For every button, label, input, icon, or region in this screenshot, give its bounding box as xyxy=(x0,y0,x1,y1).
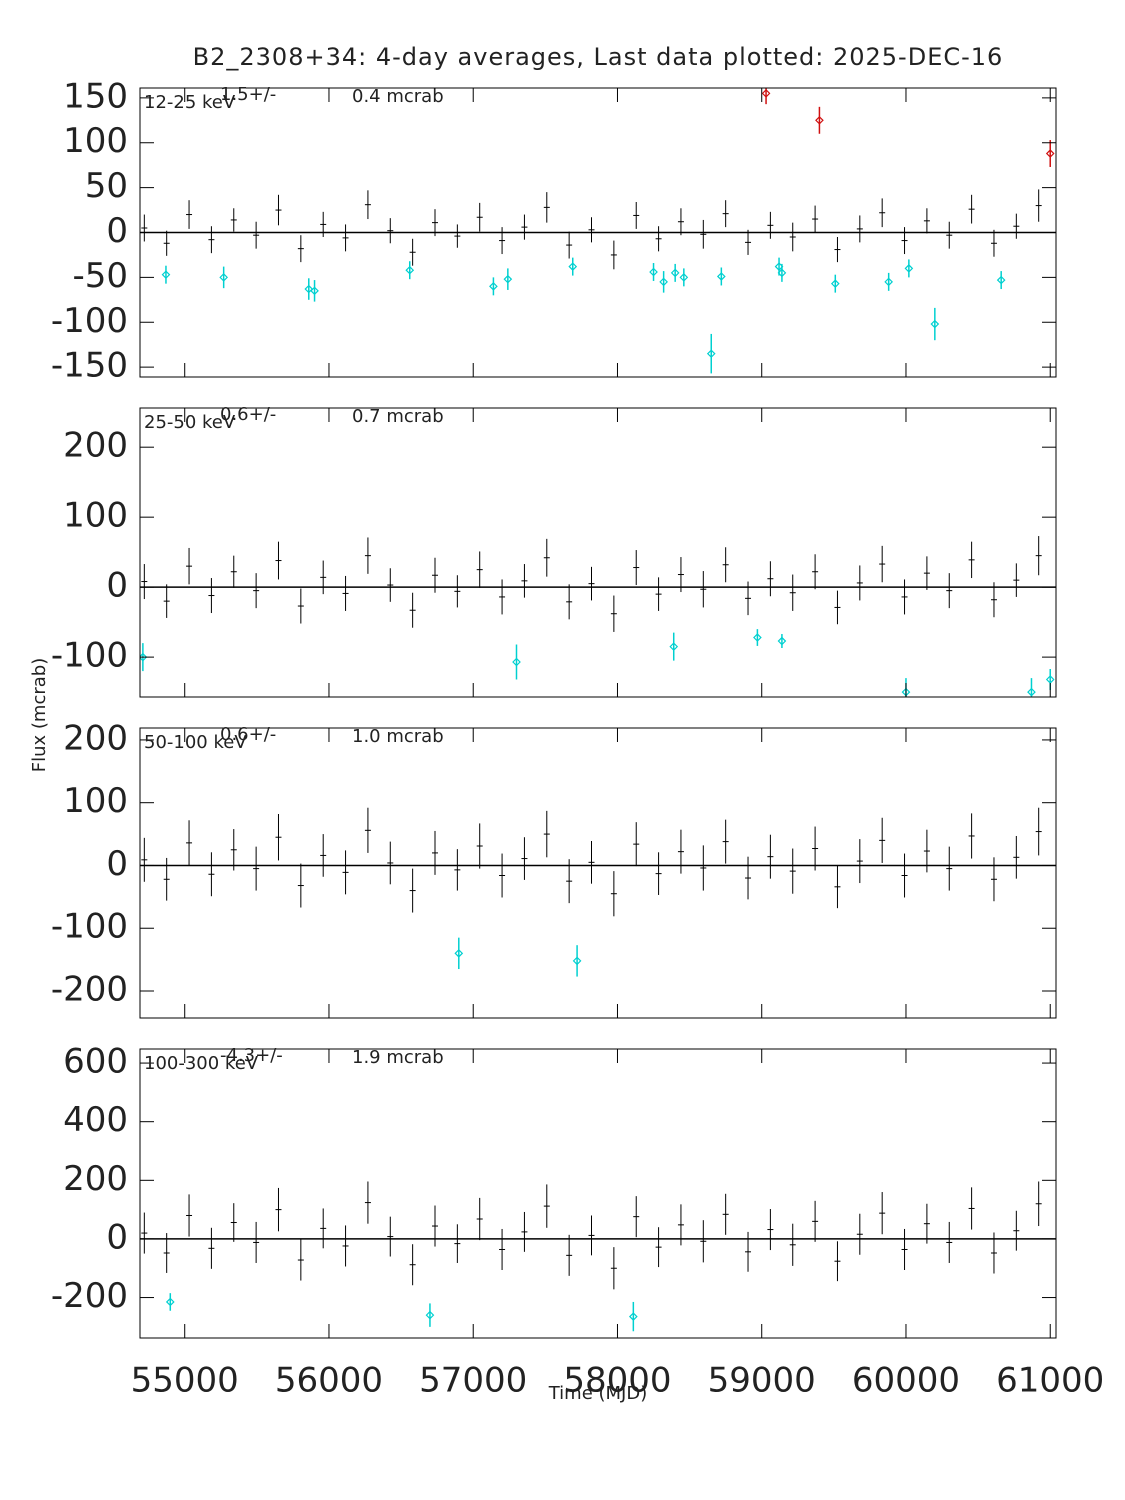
data-point xyxy=(489,282,498,291)
x-axis-label: Time (MJD) xyxy=(548,1383,648,1404)
y-tick-label: 200 xyxy=(63,426,128,466)
data-point xyxy=(901,687,911,697)
data-point xyxy=(884,277,894,287)
y-tick-label: 400 xyxy=(63,1100,128,1140)
x-tick-label: 57000 xyxy=(419,1361,527,1401)
annotation: 1.0 mcrab xyxy=(352,726,444,747)
x-tick-label: 60000 xyxy=(852,1361,960,1401)
data-point xyxy=(753,633,762,642)
y-tick-label: -100 xyxy=(51,301,128,341)
y-tick-label: 150 xyxy=(63,76,128,116)
data-point xyxy=(670,268,680,278)
data-point xyxy=(512,657,521,667)
data-point xyxy=(454,948,464,958)
y-tick-label: -100 xyxy=(51,907,128,947)
data-point xyxy=(503,274,513,284)
data-point xyxy=(669,642,679,651)
data-point xyxy=(679,273,689,282)
plot-area xyxy=(140,807,1056,977)
data-point xyxy=(568,262,578,271)
data-point xyxy=(1045,675,1055,684)
y-tick-label: 600 xyxy=(63,1042,128,1082)
y-axis-label: Flux (mcrab) xyxy=(29,658,50,772)
data-point xyxy=(904,264,914,273)
y-tick-label: 100 xyxy=(63,121,128,161)
data-point xyxy=(572,956,582,966)
data-point xyxy=(659,277,668,287)
x-tick-label: 56000 xyxy=(275,1361,383,1401)
plot-frame xyxy=(139,407,1057,698)
annotation: 1.5+/- xyxy=(220,84,276,105)
annotation: 0.6+/- xyxy=(220,724,276,745)
data-point xyxy=(405,265,415,275)
chart-title: B2_2308+34: 4-day averages, Last data pl… xyxy=(193,43,1004,71)
x-tick-label: 61000 xyxy=(996,1361,1104,1401)
plot-area xyxy=(140,88,1056,374)
data-point xyxy=(815,115,824,125)
y-tick-label: 0 xyxy=(106,211,128,251)
data-point xyxy=(706,349,716,359)
y-tick-label: -200 xyxy=(51,970,128,1010)
y-tick-label: 0 xyxy=(106,844,128,884)
data-point xyxy=(1045,149,1055,158)
data-point xyxy=(996,275,1006,285)
x-tick-label: 58000 xyxy=(563,1361,671,1401)
annotation: -4.3+/- xyxy=(220,1045,283,1066)
panel-label: 12-25 keV xyxy=(144,92,236,113)
annotation: 0.6+/- xyxy=(220,404,276,425)
x-tick-label: 59000 xyxy=(708,1361,816,1401)
data-point xyxy=(310,286,319,296)
plot-frame xyxy=(139,727,1057,1019)
y-tick-label: 50 xyxy=(85,166,128,206)
data-point xyxy=(628,1312,638,1321)
x-tick-label: 55000 xyxy=(131,1361,239,1401)
data-point xyxy=(649,267,658,277)
panel-label: 100-300 keV xyxy=(144,1053,259,1074)
data-point xyxy=(830,279,840,289)
plot-area xyxy=(140,1181,1056,1332)
data-point xyxy=(777,636,787,646)
y-tick-label: 100 xyxy=(63,496,128,536)
data-point xyxy=(777,268,787,278)
data-point xyxy=(219,273,229,282)
plot-area xyxy=(140,536,1056,697)
data-point xyxy=(716,272,726,281)
data-point xyxy=(425,1310,435,1320)
data-point xyxy=(761,89,771,98)
plot-frame xyxy=(139,1048,1057,1339)
panel-label: 25-50 keV xyxy=(144,412,236,433)
y-tick-label: 0 xyxy=(106,566,128,606)
data-point xyxy=(1027,687,1036,697)
y-tick-label: 100 xyxy=(63,781,128,821)
y-tick-label: 0 xyxy=(106,1217,128,1257)
data-point xyxy=(165,1297,175,1307)
y-tick-label: 200 xyxy=(63,1159,128,1199)
y-tick-label: -50 xyxy=(72,256,128,296)
y-tick-label: -150 xyxy=(51,346,128,386)
y-tick-label: 200 xyxy=(63,718,128,758)
data-point xyxy=(161,270,171,280)
annotation: 0.7 mcrab xyxy=(352,406,444,427)
annotation: 1.9 mcrab xyxy=(352,1047,444,1068)
y-tick-label: -100 xyxy=(51,636,128,676)
y-tick-label: -200 xyxy=(51,1276,128,1316)
data-point xyxy=(930,319,940,329)
panel-label: 50-100 keV xyxy=(144,732,247,753)
annotation: 0.4 mcrab xyxy=(352,86,444,107)
